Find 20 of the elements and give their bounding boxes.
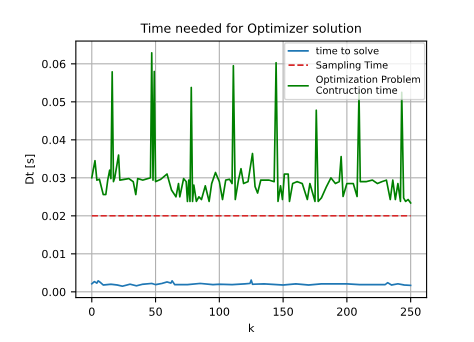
x-tick-label: 150 [274,307,293,316]
x-tick-label: 50 [149,307,162,316]
y-tick-label: 0.05 [42,98,66,106]
y-tick-label: 0.01 [42,250,66,258]
legend-label: Optimization Problem Contruction time [316,75,420,94]
y-axis-title: Dt [s] [25,154,35,184]
x-tick-label: 0 [88,307,95,316]
x-tick-label: 250 [400,307,421,316]
y-tick-label: 0.04 [42,136,66,144]
legend-label: Sampling Time [316,61,388,71]
x-tick-label: 200 [337,307,357,316]
x-tick-label: 100 [210,307,230,316]
x-axis-title: k [249,324,254,332]
y-tick-label: 0.03 [42,174,66,182]
line-series [90,279,412,287]
y-tick-label: 0.02 [42,212,66,220]
legend-label: time to solve [316,46,379,54]
chart-title: Time needed for Optimizer solution [140,23,361,36]
y-tick-label: 0.06 [42,60,66,68]
y-tick-label: 0.00 [42,288,66,296]
